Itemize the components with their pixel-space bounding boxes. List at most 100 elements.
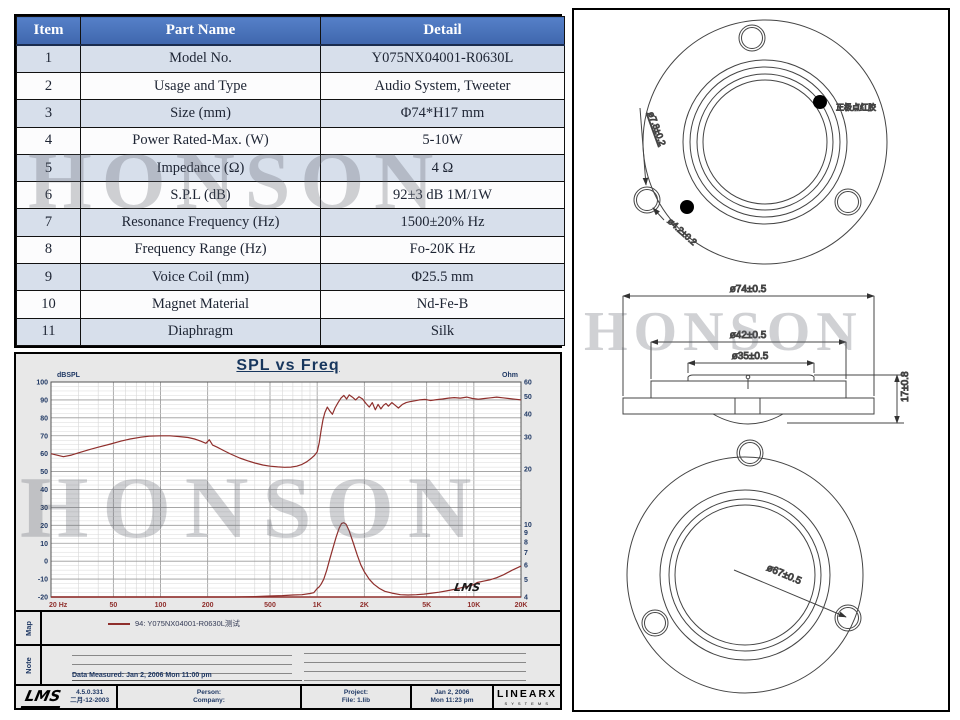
detail-cell: 1500±20% Hz [320,208,565,237]
table-row: 6 S.P.L (dB) 92±3 dB 1M/1W [16,181,565,210]
note-blank-line [72,655,292,656]
y-right-tick-label: 6 [524,562,528,569]
detail-cell: Silk [320,317,565,347]
detail-cell: Y075NX04001-R0630L [320,43,565,74]
dim-small-hole-label: ø4.2±0.2 [666,216,699,247]
terminal-dot [813,95,827,109]
dim-mount-hole-label: ø7.8±0.2 [646,110,668,147]
front-view-drawing: ø7.8±0.2 ø4.2±0.2 正极点红胶 [633,19,888,265]
y-left-tick-label: 60 [40,451,48,458]
y-left-tick-label: 80 [40,415,48,422]
x-tick-label: 1K [313,602,322,609]
part-name-cell: Impedance (Ω) [80,153,321,183]
y-left-axis-label: dBSPL [57,372,81,379]
part-name-cell: Diaphragm [80,317,321,347]
y-left-tick-label: 40 [40,487,48,494]
person-label: Person: [196,688,222,696]
company-label: Company: [193,697,225,704]
table-row: 1 Model No. Y075NX04001-R0630L [16,43,565,74]
chart-footer: LMS 4.5.0.331 二月-12-2003 Person: Company… [16,684,560,708]
y-right-tick-label: 8 [524,539,528,546]
section-view-drawing: ø74±0.5 ø42±0.5 ø35±0.5 [622,284,912,425]
note-blank-line [304,662,526,663]
dim-back-label: ø67±0.5 [765,563,803,588]
y-left-tick-label: 70 [40,433,48,440]
x-tick-label: 5K [422,602,431,609]
dim-outer-label: ø74±0.5 [730,284,767,295]
detail-cell: Fo-20K Hz [320,235,565,265]
x-tick-label: 10K [467,602,480,609]
note-blank-line [72,673,292,674]
detail-cell: Φ25.5 mm [320,263,565,292]
item-cell: 8 [16,235,81,265]
part-name-cell: Voice Coil (mm) [80,263,321,292]
item-cell: 11 [16,317,81,347]
y-left-tick-label: 100 [36,380,48,387]
y-left-tick-label: -20 [38,595,48,602]
part-name-cell: Model No. [80,43,321,74]
mounting-hole [834,604,862,632]
part-name-cell: Frequency Range (Hz) [80,235,321,265]
data-measured-text: Data Measured: Jan 2, 2006 Mon 11:00 pm [72,672,302,681]
part-name-cell: Usage and Type [80,72,321,101]
x-tick-label: 500 [264,602,276,609]
footer-lms-cell: LMS 4.5.0.331 二月-12-2003 [16,686,118,708]
spl-chart-panel: SPL vs Freq 20 Hz 50 100 200 500 1K 2K 5K 10K 20K… [14,352,562,710]
spl-freq-chart: 20 Hz 50 100 200 500 1K 2K 5K 10K 20K100908070605… [36,372,532,609]
y-right-axis-label: Ohm [502,372,518,379]
lms-version-date: 二月-12-2003 [70,697,110,704]
lms-logo: LMS [20,686,65,708]
mounting-hole [736,439,764,467]
y-right-tick-label: 5 [524,577,528,584]
dim-mid-label: ø42±0.5 [730,330,767,341]
section-dome-plate [687,374,815,381]
mounting-hole [633,186,661,214]
y-left-tick-label: 50 [40,469,48,476]
y-left-tick-label: 20 [40,523,48,530]
item-cell: 6 [16,181,81,210]
y-right-tick-label: 60 [524,380,532,387]
map-label-cell: Map [16,612,42,644]
detail-cell: 5-10W [320,126,565,155]
note-row: Note Data Measured: Jan 2, 2006 Mon 11:0… [16,644,560,684]
note-label: Note [23,656,33,674]
y-right-tick-label: 40 [524,412,532,419]
lms-plot-watermark: LMS [453,581,481,594]
technical-drawings-panel: ø7.8±0.2 ø4.2±0.2 正极点红胶 ø74±0.5 ø42±0.5 [572,8,950,712]
table-header-row: Item Part Name Detail [16,16,565,46]
map-row: Map 94: Y075NX04001-R0630L测试 [16,610,560,644]
section-flange [622,397,875,415]
mounting-hole [834,188,862,216]
legend-text: 94: Y075NX04001-R0630L测试 [135,619,240,628]
y-right-tick-label: 7 [524,550,528,557]
part-name-cell: Magnet Material [80,290,321,319]
x-tick-label: 50 [109,602,117,609]
part-name-cell: S.P.L (dB) [80,181,321,210]
detail-cell: Φ74*H17 mm [320,99,565,128]
y-left-tick-label: 0 [44,559,48,566]
x-tick-label: 200 [202,602,214,609]
y-left-tick-label: 30 [40,505,48,512]
y-left-tick-label: 10 [40,541,48,548]
footer-date: Jan 2, 2006 [434,688,470,696]
table-row: 11 Diaphragm Silk [16,317,565,347]
header-part-name: Part Name [80,16,321,46]
terminal-dot [680,200,694,214]
table-row: 8 Frequency Range (Hz) Fo-20K Hz [16,235,565,265]
detail-cell: Nd-Fe-B [320,290,565,319]
series-impedance [51,522,522,598]
rear-outer-flange [626,456,864,694]
table-row: 10 Magnet Material Nd-Fe-B [16,290,565,319]
table-row: 4 Power Rated-Max. (W) 5-10W [16,126,565,155]
y-left-tick-label: 90 [40,397,48,404]
note-blank-line [304,680,526,681]
item-cell: 10 [16,290,81,319]
header-item: Item [16,16,81,46]
x-tick-label: 20K [515,602,528,609]
map-content: 94: Y075NX04001-R0630L测试 [42,612,560,644]
x-tick-label: 2K [360,602,369,609]
item-cell: 7 [16,208,81,237]
item-cell: 9 [16,263,81,292]
y-right-tick-label: 30 [524,435,532,442]
